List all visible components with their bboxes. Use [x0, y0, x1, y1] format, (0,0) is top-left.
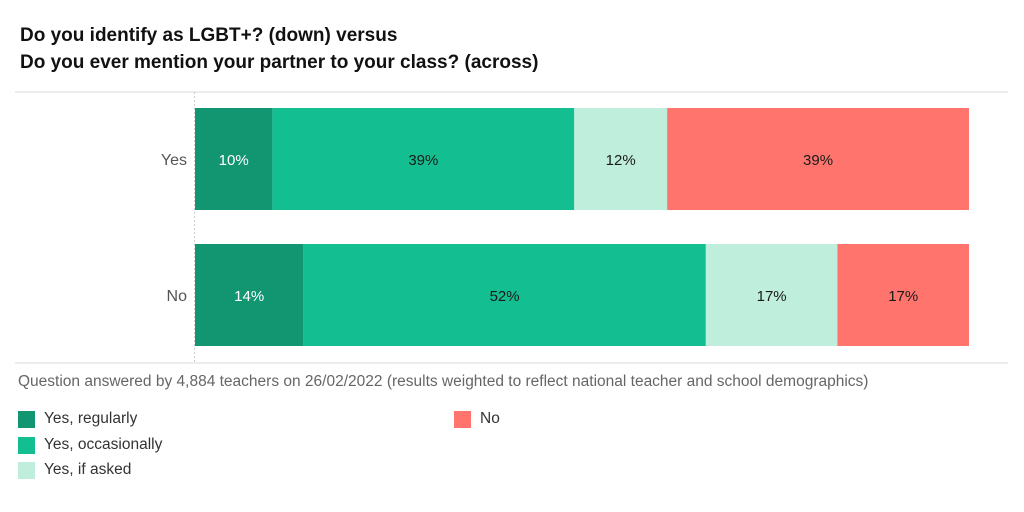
legend-item-yes-occasionally: Yes, occasionally: [18, 436, 162, 454]
legend-swatch-yes-if-asked: [18, 461, 35, 479]
data-label-yes-no: 39%: [803, 152, 833, 169]
legend: Yes, regularly Yes, occasionally Yes, if a…: [18, 410, 718, 490]
data-label-no-no: 17%: [888, 288, 918, 305]
data-label-no-yes-if-asked: 17%: [757, 288, 787, 305]
data-label-no-yes-occasionally: 52%: [490, 288, 520, 305]
legend-label-yes-if-asked: Yes, if asked: [44, 461, 132, 478]
data-label-yes-yes-regularly: 10%: [219, 152, 249, 169]
title-line-2: Do you ever mention your partner to your…: [20, 52, 539, 73]
survey-note: Question answered by 4,884 teachers on 2…: [18, 373, 869, 390]
legend-swatch-yes-occasionally: [18, 436, 35, 454]
bar-no-yes-if-asked: [705, 244, 838, 346]
legend-swatch-yes-regularly: [18, 410, 35, 428]
bar-yes-yes-regularly: [195, 108, 273, 210]
data-label-yes-yes-occasionally: 39%: [408, 152, 438, 169]
bar-no-yes-regularly: [195, 244, 304, 346]
data-label-yes-yes-if-asked: 12%: [606, 152, 636, 169]
legend-label-no: No: [480, 410, 500, 427]
legend-swatch-no: [454, 410, 471, 428]
category-label-yes: Yes: [161, 152, 187, 169]
chart-title: Do you identify as LGBT+? (down) versus …: [20, 22, 538, 76]
bar-yes-yes-occasionally: [272, 108, 575, 210]
stacked-bar-chart: Yes 10% 39% 12% 39% No 14% 52% 17% 17%: [15, 91, 1008, 364]
bar-yes-yes-if-asked: [574, 108, 668, 210]
bar-yes-no: [667, 108, 969, 210]
bar-no-yes-occasionally: [303, 244, 706, 346]
legend-item-yes-regularly: Yes, regularly: [18, 410, 137, 428]
bar-no-no: [837, 244, 969, 346]
legend-label-yes-occasionally: Yes, occasionally: [44, 436, 163, 453]
data-label-no-yes-regularly: 14%: [234, 288, 264, 305]
legend-label-yes-regularly: Yes, regularly: [44, 410, 138, 427]
legend-item-no: No: [454, 410, 500, 428]
legend-item-yes-if-asked: Yes, if asked: [18, 461, 131, 479]
title-line-1: Do you identify as LGBT+? (down) versus: [20, 25, 398, 46]
category-label-no: No: [167, 288, 188, 305]
